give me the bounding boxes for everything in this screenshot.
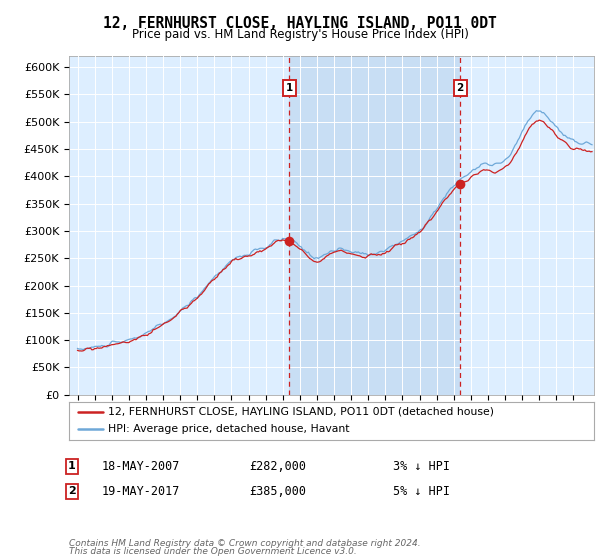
Text: HPI: Average price, detached house, Havant: HPI: Average price, detached house, Hava…	[109, 424, 350, 435]
Text: 1: 1	[68, 461, 76, 472]
Text: This data is licensed under the Open Government Licence v3.0.: This data is licensed under the Open Gov…	[69, 547, 357, 556]
Text: £385,000: £385,000	[249, 484, 306, 498]
Text: 12, FERNHURST CLOSE, HAYLING ISLAND, PO11 0DT (detached house): 12, FERNHURST CLOSE, HAYLING ISLAND, PO1…	[109, 407, 494, 417]
Text: 1: 1	[286, 83, 293, 93]
Text: 18-MAY-2007: 18-MAY-2007	[102, 460, 181, 473]
Text: Price paid vs. HM Land Registry's House Price Index (HPI): Price paid vs. HM Land Registry's House …	[131, 28, 469, 41]
Text: 5% ↓ HPI: 5% ↓ HPI	[393, 484, 450, 498]
Text: £282,000: £282,000	[249, 460, 306, 473]
Bar	[289, 56, 460, 395]
Text: 2: 2	[68, 486, 76, 496]
Text: Contains HM Land Registry data © Crown copyright and database right 2024.: Contains HM Land Registry data © Crown c…	[69, 539, 421, 548]
Text: 3% ↓ HPI: 3% ↓ HPI	[393, 460, 450, 473]
Text: 12, FERNHURST CLOSE, HAYLING ISLAND, PO11 0DT: 12, FERNHURST CLOSE, HAYLING ISLAND, PO1…	[103, 16, 497, 31]
Text: 2: 2	[457, 83, 464, 93]
Text: 19-MAY-2017: 19-MAY-2017	[102, 484, 181, 498]
